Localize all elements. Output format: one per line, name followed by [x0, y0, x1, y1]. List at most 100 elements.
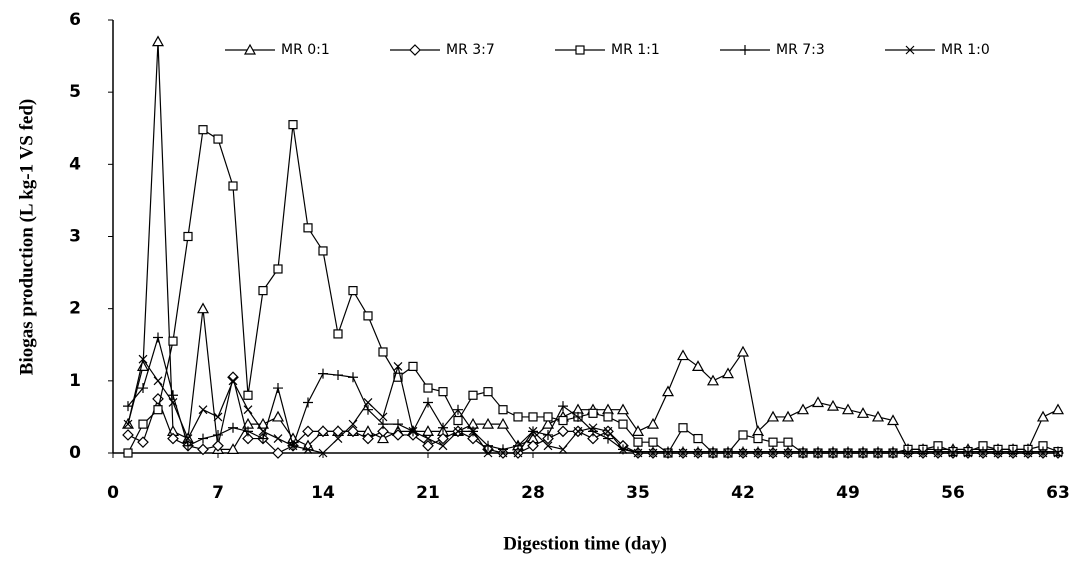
marker [348, 286, 358, 296]
marker [1053, 448, 1063, 458]
legend-marker [409, 44, 421, 56]
marker [196, 302, 210, 314]
marker [468, 426, 478, 436]
marker [1053, 446, 1063, 457]
marker [783, 437, 793, 447]
marker [723, 448, 733, 458]
marker [243, 390, 253, 400]
marker [183, 231, 193, 242]
marker [363, 404, 373, 415]
marker [496, 417, 510, 429]
marker [347, 425, 359, 438]
marker [813, 448, 823, 458]
x-axis-title: Digestion time (day) [503, 533, 667, 554]
marker [183, 440, 193, 451]
marker [528, 412, 538, 422]
marker [768, 437, 778, 447]
marker [213, 134, 223, 144]
marker [618, 419, 628, 429]
marker [213, 412, 223, 422]
marker [1036, 410, 1050, 422]
marker [438, 422, 448, 433]
x-tick-label: 14 [311, 483, 335, 503]
marker [122, 429, 134, 441]
marker [871, 410, 885, 422]
marker [543, 412, 553, 422]
marker [903, 448, 913, 458]
marker [151, 35, 165, 47]
marker [138, 419, 148, 429]
marker [363, 398, 373, 407]
marker [167, 432, 179, 445]
marker [663, 446, 673, 457]
marker [168, 336, 178, 346]
marker [273, 264, 283, 274]
marker [288, 120, 298, 130]
marker [303, 397, 313, 408]
marker [1038, 448, 1048, 458]
marker [1038, 446, 1048, 457]
marker [648, 448, 658, 458]
marker [213, 429, 223, 440]
legend-marker [905, 45, 915, 55]
marker [826, 399, 840, 411]
marker [228, 422, 238, 433]
marker [978, 448, 988, 458]
marker [228, 181, 238, 191]
marker [483, 387, 493, 397]
marker [318, 448, 328, 458]
x-tick-label: 56 [941, 483, 965, 503]
marker [676, 349, 690, 361]
marker [138, 354, 148, 364]
marker [1023, 446, 1033, 457]
marker [123, 419, 133, 429]
marker [828, 448, 838, 458]
x-tick-label: 49 [836, 483, 860, 503]
marker [678, 448, 688, 458]
marker [318, 368, 328, 379]
marker [678, 423, 688, 433]
marker [766, 410, 780, 422]
x-tick-label: 21 [416, 483, 440, 503]
marker [197, 443, 209, 456]
x-tick-label: 7 [212, 483, 224, 503]
marker [856, 407, 870, 418]
series-line [127, 41, 1059, 450]
y-tick-label: 0 [69, 443, 81, 463]
marker [1008, 448, 1018, 458]
marker [753, 448, 763, 458]
marker [618, 444, 628, 454]
marker [558, 415, 568, 426]
marker [243, 426, 253, 437]
y-axis-title: Biogas production (L kg-1 VS fed) [16, 99, 37, 375]
marker [588, 423, 598, 433]
marker [723, 446, 733, 457]
marker [168, 390, 178, 401]
marker [242, 432, 254, 445]
marker [333, 329, 343, 339]
marker [693, 433, 703, 444]
marker [798, 448, 808, 458]
marker [843, 448, 853, 458]
marker [721, 367, 735, 379]
marker [212, 439, 224, 452]
marker [528, 426, 538, 436]
marker [198, 125, 208, 135]
marker [993, 446, 1003, 457]
marker [527, 439, 539, 452]
marker [453, 426, 463, 436]
marker [226, 443, 240, 454]
marker [948, 448, 958, 458]
marker [631, 425, 645, 436]
marker [453, 415, 463, 426]
marker [303, 223, 313, 233]
marker [753, 433, 763, 444]
marker [423, 383, 433, 393]
marker [933, 448, 943, 458]
marker [153, 376, 163, 386]
marker [438, 387, 448, 397]
marker [993, 448, 1003, 458]
marker [886, 414, 900, 426]
marker [1023, 448, 1033, 458]
x-tick-label: 35 [626, 483, 650, 503]
